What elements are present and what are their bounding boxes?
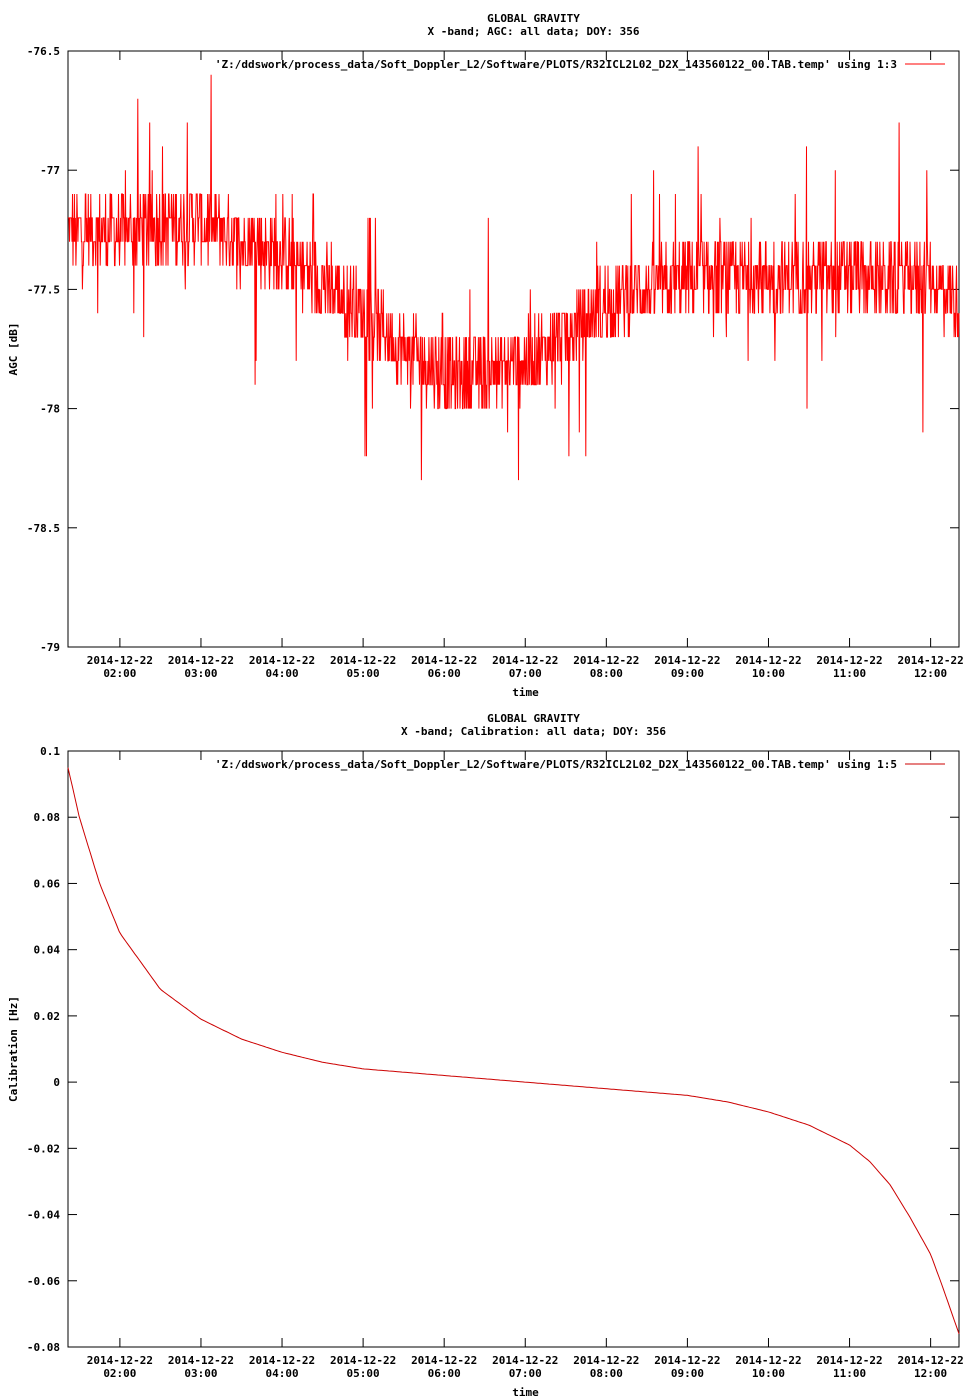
y-tick-label: -78 [40,403,60,416]
x-tick-label: 2014-12-22 [898,1354,964,1367]
x-tick-label: 2014-12-22 [330,1354,396,1367]
series-line [67,767,960,1334]
x-axis-label: time [512,1386,539,1399]
x-tick-label: 2014-12-22 [573,1354,639,1367]
y-tick-label: -77 [40,164,60,177]
x-tick-label: 09:00 [671,667,704,680]
y-axis-label: Calibration [Hz] [7,996,20,1102]
x-tick-label: 08:00 [590,1367,623,1380]
chart-subtitle: X -band; Calibration: all data; DOY: 356 [401,725,666,738]
x-tick-label: 07:00 [509,1367,542,1380]
x-tick-label: 2014-12-22 [898,654,964,667]
x-tick-label: 2014-12-22 [492,654,558,667]
y-tick-label: -78.5 [27,522,60,535]
y-tick-label: 0.04 [34,944,61,957]
x-tick-label: 2014-12-22 [654,654,720,667]
y-tick-label: 0.06 [34,877,61,890]
x-tick-label: 07:00 [509,667,542,680]
chart-subtitle: X -band; AGC: all data; DOY: 356 [428,25,640,38]
chart-title: GLOBAL GRAVITY [487,712,580,725]
y-tick-label: -0.04 [27,1209,60,1222]
x-tick-label: 04:00 [265,667,298,680]
y-tick-label: -0.02 [27,1142,60,1155]
x-tick-label: 2014-12-22 [330,654,396,667]
x-axis-label: time [512,686,539,699]
x-tick-label: 2014-12-22 [87,654,153,667]
x-tick-label: 09:00 [671,1367,704,1380]
plot-frame [67,750,960,1348]
legend-label: 'Z:/ddswork/process_data/Soft_Doppler_L2… [215,758,897,771]
x-tick-label: 05:00 [347,667,380,680]
x-tick-label: 12:00 [914,667,947,680]
x-tick-label: 2014-12-22 [168,1354,234,1367]
y-tick-label: -76.5 [27,45,60,58]
y-tick-label: 0.02 [34,1010,61,1023]
x-tick-label: 2014-12-22 [573,654,639,667]
y-tick-label: -77.5 [27,283,60,296]
series-line [68,74,960,481]
y-tick-label: 0.08 [34,811,61,824]
x-tick-label: 02:00 [103,1367,136,1380]
chart-title: GLOBAL GRAVITY [487,12,580,25]
y-tick-label: -0.08 [27,1341,60,1354]
x-tick-label: 04:00 [265,1367,298,1380]
y-tick-label: 0.1 [40,745,60,758]
x-tick-label: 02:00 [103,667,136,680]
x-tick-label: 2014-12-22 [168,654,234,667]
legend-label: 'Z:/ddswork/process_data/Soft_Doppler_L2… [215,58,897,71]
y-axis-label: AGC [dB] [7,323,20,376]
x-tick-label: 12:00 [914,1367,947,1380]
x-tick-label: 06:00 [428,667,461,680]
plot-frame [67,50,960,648]
x-tick-label: 11:00 [833,667,866,680]
x-tick-label: 2014-12-22 [735,654,801,667]
y-tick-label: -79 [40,641,60,654]
x-tick-label: 11:00 [833,1367,866,1380]
x-tick-label: 2014-12-22 [249,654,315,667]
x-tick-label: 2014-12-22 [411,1354,477,1367]
x-tick-label: 2014-12-22 [816,654,882,667]
x-tick-label: 10:00 [752,667,785,680]
x-tick-label: 2014-12-22 [654,1354,720,1367]
x-tick-label: 08:00 [590,667,623,680]
x-tick-label: 2014-12-22 [816,1354,882,1367]
y-tick-label: -0.06 [27,1275,60,1288]
x-tick-label: 2014-12-22 [492,1354,558,1367]
x-tick-label: 2014-12-22 [87,1354,153,1367]
x-tick-label: 10:00 [752,1367,785,1380]
x-tick-label: 2014-12-22 [249,1354,315,1367]
x-tick-label: 2014-12-22 [735,1354,801,1367]
x-tick-label: 03:00 [184,1367,217,1380]
x-tick-label: 05:00 [347,1367,380,1380]
x-tick-label: 06:00 [428,1367,461,1380]
x-tick-label: 03:00 [184,667,217,680]
y-tick-label: 0 [53,1076,60,1089]
x-tick-label: 2014-12-22 [411,654,477,667]
